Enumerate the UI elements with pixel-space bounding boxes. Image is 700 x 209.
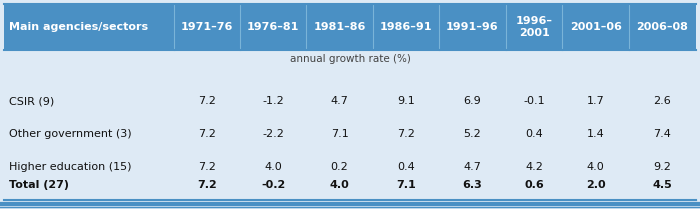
Text: 7.2: 7.2: [198, 129, 216, 139]
Text: 4.2: 4.2: [525, 162, 543, 172]
Bar: [4, 4, 696, 50]
Bar: [4, 50, 696, 68]
Text: 9.2: 9.2: [654, 162, 671, 172]
Bar: [4, 167, 696, 204]
Text: 2001–06: 2001–06: [570, 22, 622, 32]
Text: 1.4: 1.4: [587, 129, 605, 139]
Text: 4.7: 4.7: [463, 162, 482, 172]
Text: 7.1: 7.1: [330, 129, 349, 139]
Text: Higher education (15): Higher education (15): [9, 162, 132, 172]
Text: 2.6: 2.6: [654, 96, 671, 106]
Text: 4.5: 4.5: [652, 181, 672, 190]
Text: 0.6: 0.6: [524, 181, 544, 190]
Text: 7.4: 7.4: [654, 129, 671, 139]
Text: -0.2: -0.2: [261, 181, 286, 190]
Text: 5.2: 5.2: [463, 129, 482, 139]
Text: 6.3: 6.3: [463, 181, 482, 190]
Text: -0.1: -0.1: [524, 96, 545, 106]
Text: 4.7: 4.7: [330, 96, 349, 106]
Text: 1991–96: 1991–96: [446, 22, 499, 32]
Text: 1.7: 1.7: [587, 96, 605, 106]
Text: 7.1: 7.1: [396, 181, 416, 190]
Text: 0.2: 0.2: [330, 162, 349, 172]
Text: 4.0: 4.0: [330, 181, 349, 190]
Text: 0.4: 0.4: [525, 129, 543, 139]
Text: 9.1: 9.1: [397, 96, 415, 106]
Text: 2.0: 2.0: [586, 181, 606, 190]
Text: 7.2: 7.2: [197, 181, 216, 190]
Text: 1986–91: 1986–91: [380, 22, 433, 32]
Text: 4.0: 4.0: [265, 162, 282, 172]
Bar: [4, 101, 696, 167]
Text: 1981–86: 1981–86: [314, 22, 366, 32]
Text: 4.0: 4.0: [587, 162, 605, 172]
Text: -1.2: -1.2: [262, 96, 284, 106]
Text: 7.2: 7.2: [397, 129, 415, 139]
Text: 1971–76: 1971–76: [181, 22, 233, 32]
Bar: [4, 134, 696, 200]
Text: Other government (3): Other government (3): [9, 129, 132, 139]
Text: 7.2: 7.2: [198, 96, 216, 106]
Text: CSIR (9): CSIR (9): [9, 96, 55, 106]
Text: Main agencies/sectors: Main agencies/sectors: [9, 22, 148, 32]
Text: annual growth rate (%): annual growth rate (%): [290, 54, 410, 64]
Text: Total (27): Total (27): [9, 181, 69, 190]
Text: 1976–81: 1976–81: [247, 22, 300, 32]
Text: 1996–
2001: 1996– 2001: [516, 16, 552, 38]
Text: 2006–08: 2006–08: [636, 22, 688, 32]
Text: 6.9: 6.9: [463, 96, 482, 106]
Text: -2.2: -2.2: [262, 129, 284, 139]
Text: 0.4: 0.4: [397, 162, 415, 172]
Text: 7.2: 7.2: [198, 162, 216, 172]
Bar: [4, 68, 696, 134]
